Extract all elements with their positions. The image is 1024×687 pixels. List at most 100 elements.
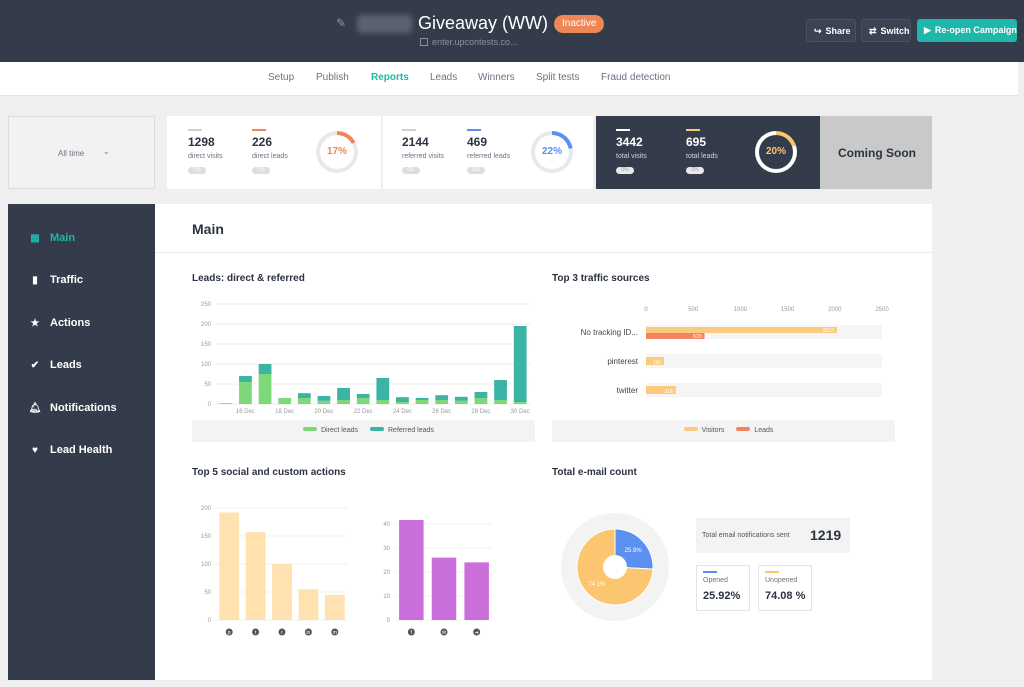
tab-fraud-detection[interactable]: Fraud detection — [601, 72, 671, 83]
y-tick-label: 150 — [201, 534, 212, 540]
facebook-icon-glyph: f — [411, 630, 413, 636]
heart-icon: ♥ — [32, 445, 38, 456]
tab-publish[interactable]: Publish — [316, 72, 349, 83]
sidebar-item-traffic[interactable]: ▮ Traffic — [28, 274, 83, 290]
coming-soon-card — [820, 116, 932, 189]
play-icon: ▶ — [924, 25, 931, 35]
leads-bar-chart: 250 200 150 100 50 0 16 Dec 18 Dec 20 Dec 22 Dec 2… — [201, 302, 530, 415]
direct-leads-bar — [415, 400, 429, 404]
x-tick-label: 0 — [644, 307, 648, 313]
y-tick-label: 0 — [208, 618, 212, 624]
messenger-icon — [331, 628, 339, 636]
reopen-campaign-button[interactable]: ▶ Re-open Campaign — [917, 19, 1017, 42]
date-range-dropdown[interactable]: All time ⌄ — [8, 116, 155, 189]
total-rate-value: 20% — [759, 135, 793, 169]
tab-split-tests[interactable]: Split tests — [536, 72, 580, 83]
twitter-icon-glyph: t — [255, 630, 257, 636]
data-label: 190 — [653, 360, 662, 366]
x-tick-label: 22 Dec — [354, 409, 373, 415]
tab-leads[interactable]: Leads — [430, 72, 458, 83]
traffic-chart-title: Top 3 traffic sources — [552, 273, 650, 284]
sidebar-item-lead-health[interactable]: ♥ Lead Health — [28, 444, 112, 460]
unopened-card: Unopened 74.08 % — [758, 565, 812, 611]
referred-leads-value: 469 — [467, 135, 488, 149]
pinterest-bar — [219, 512, 240, 620]
switch-button[interactable]: ⇄ Switch — [861, 19, 911, 42]
arrow-icon-glyph: ➜ — [475, 630, 479, 636]
custom-bar — [464, 562, 489, 620]
visitors-bar — [646, 357, 664, 365]
referred-leads-bar — [415, 398, 429, 400]
social-actions-chart: 200 150 100 50 0 p t r in m — [201, 506, 348, 636]
direct-leads-label: direct leads — [252, 153, 288, 160]
referred-leads-bar — [297, 393, 311, 398]
referred-leads-bar — [239, 376, 252, 382]
direct-visits-bar — [188, 129, 202, 131]
referred-visits-bar — [402, 129, 416, 131]
tab-setup[interactable]: Setup — [268, 72, 295, 83]
x-tick-label: 16 Dec — [236, 409, 255, 415]
total-visits-bar — [616, 129, 630, 131]
email-icon — [440, 628, 448, 636]
direct-leads-bar — [474, 398, 488, 404]
referred-stats-card: 2144 referred visits 0% 469 referred lea… — [383, 116, 593, 189]
x-tick-label: 26 Dec — [432, 409, 451, 415]
referred-visits-label: referred visits — [402, 153, 445, 160]
sidebar-item-actions[interactable]: ★ Actions — [28, 317, 91, 333]
direct-leads-bar — [356, 398, 370, 404]
direct-stats-card: 1298 direct visits 0% 226 direct leads 0… — [167, 116, 381, 189]
email-total-box: Total email notifications sent 1219 — [696, 518, 850, 553]
sidebar-item-label: Lead Health — [50, 444, 113, 456]
direct-visits-pill: 0% — [188, 167, 206, 174]
opened-label: Opened — [703, 577, 728, 584]
leads-chart-title: Leads: direct & referred — [192, 273, 305, 284]
total-visits-label: total visits — [616, 153, 647, 160]
legend-visitors: Visitors — [701, 427, 725, 434]
referred-leads-label: referred leads — [467, 153, 511, 160]
tab-reports[interactable]: Reports — [371, 72, 409, 83]
legend-referred-leads: Referred leads — [388, 427, 434, 434]
email-chart-title: Total e-mail count — [552, 467, 637, 478]
main-panel: Main Leads: direct & referred Top 3 traf… — [155, 204, 932, 680]
total-visits-value: 3442 — [616, 135, 643, 149]
grid-icon: ▦ — [30, 233, 40, 244]
referred-rate-ring: 22% — [531, 131, 573, 173]
referred-leads-bar — [317, 396, 331, 401]
referred-leads-bar — [467, 129, 481, 131]
actions-chart-title: Top 5 social and custom actions — [192, 467, 346, 478]
share-label: Share — [825, 26, 851, 36]
share-icon: ↪ — [814, 26, 822, 36]
direct-leads-bar — [278, 398, 292, 404]
tab-winners[interactable]: Winners — [478, 72, 515, 83]
share-button[interactable]: ↪ Share — [806, 19, 856, 42]
email-icon-glyph: ✉ — [442, 630, 446, 636]
x-tick-label: 18 Dec — [275, 409, 294, 415]
edit-pencil-icon[interactable]: ✎ — [336, 16, 347, 30]
sidebar-item-notifications[interactable]: 🔔︎ Notifications — [28, 402, 117, 418]
chevron-down-icon: ⌄ — [103, 147, 110, 156]
campaign-title: Giveaway (WW) — [418, 13, 548, 33]
y-tick-label: 100 — [201, 562, 212, 568]
x-tick-label: 1000 — [734, 307, 748, 313]
campaign-url[interactable]: enter.upcontests.co... — [420, 37, 518, 47]
referred-leads-bar — [435, 395, 449, 400]
referred-leads-bar — [454, 396, 468, 401]
linkedin-icon — [304, 628, 312, 636]
category-label: twitter — [617, 386, 639, 395]
linkedin-icon-glyph: in — [306, 630, 310, 636]
direct-leads-bar — [317, 400, 331, 404]
switch-label: Switch — [880, 26, 910, 36]
sidebar-item-leads[interactable]: ✔ Leads — [28, 359, 82, 375]
custom-actions-chart: 40 30 20 10 0 f ✉ ➜ — [383, 520, 493, 636]
y-tick-label: 40 — [383, 522, 390, 528]
y-tick-label: 10 — [383, 594, 390, 600]
visitors-swatch — [683, 427, 698, 431]
x-tick-label: 28 Dec — [471, 409, 490, 415]
y-tick-label: 100 — [201, 362, 212, 368]
opened-bar — [703, 571, 717, 573]
x-tick-label: 24 Dec — [393, 409, 412, 415]
direct-leads-bar — [258, 374, 272, 404]
unopened-bar — [765, 571, 779, 573]
sidebar-item-main[interactable]: ▦ Main — [28, 232, 75, 248]
x-tick-label: 2000 — [828, 307, 842, 313]
